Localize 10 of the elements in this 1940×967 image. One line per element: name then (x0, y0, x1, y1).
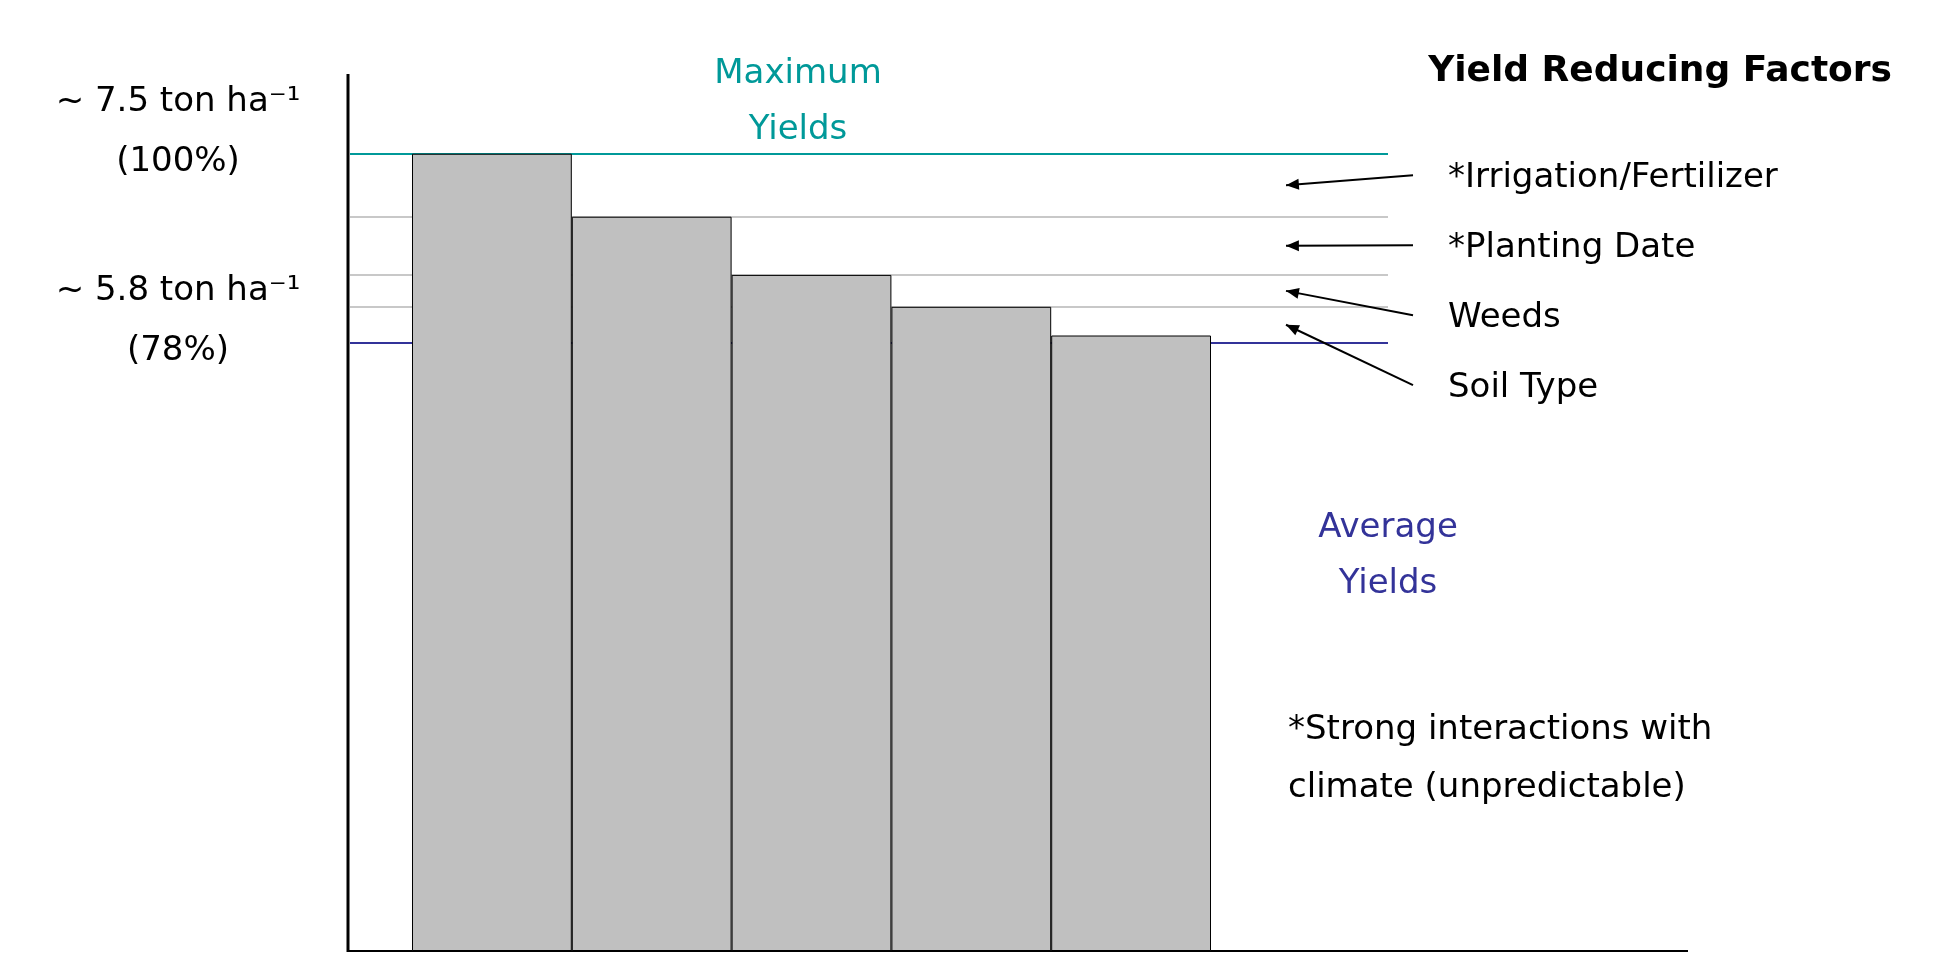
text: *Strong interactions with climate (unpredictable) (1288, 707, 1713, 805)
text: *Planting Date (1448, 225, 1696, 266)
ref-line-label: Maximum Yields (714, 50, 882, 147)
text: ~ 5.8 ton ha⁻¹ (78%) (55, 267, 301, 368)
text: Weeds (1448, 295, 1561, 336)
ref-line-label: Average Yields (1318, 505, 1458, 601)
text: *Irrigation/Fertilizer (1448, 155, 1778, 196)
text: Soil Type (1448, 365, 1599, 406)
text: Yield Reducing Factors (1427, 47, 1893, 89)
text: ~ 7.5 ton ha⁻¹ (100%) (55, 78, 301, 179)
